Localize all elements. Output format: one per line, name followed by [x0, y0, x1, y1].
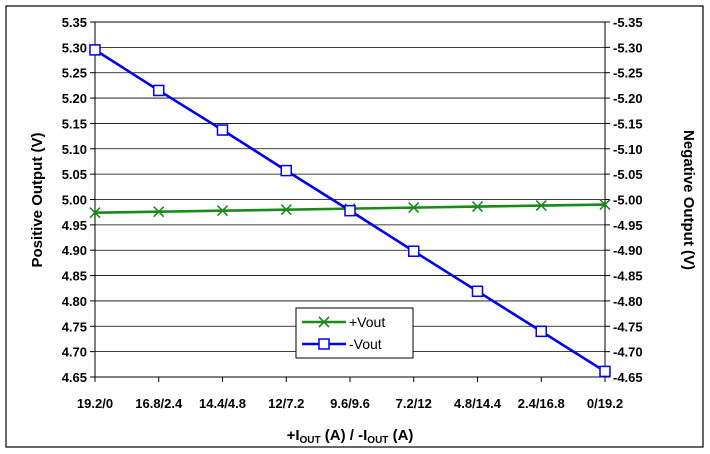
y-tick-label-right: -4.95: [613, 218, 643, 233]
right-axis-ticks: -5.35 -5.30 -5.25 -5.20 -5.15 -5.10 -5.05 -5.00…: [605, 15, 643, 385]
data-point-negative: [471, 285, 484, 298]
x-tick-label: 4.8/14.4: [454, 396, 502, 411]
y-tick-label-left: 5.35: [62, 15, 87, 30]
y-tick-label-right: -5.15: [613, 116, 643, 131]
data-point-positive: [153, 206, 165, 218]
legend-marker: [318, 316, 330, 328]
data-point-negative: [408, 245, 420, 257]
data-point-negative: [89, 44, 101, 56]
x-tick-label: 7.2/12: [396, 396, 432, 411]
x-tick-label: 2.4/16.8: [518, 396, 565, 411]
y-tick-label-right: -5.20: [613, 91, 643, 106]
y-tick-label-left: 4.80: [62, 294, 87, 309]
y-axis-left-label: Positive Output (V): [29, 132, 46, 267]
left-axis-ticks: 5.35 5.30 5.25 5.20 5.15 5.10 5.05 5.00 4.95 4.90…: [62, 15, 95, 385]
legend-label: +Vout: [349, 314, 385, 330]
y-tick-label-right: -5.30: [613, 40, 643, 55]
y-tick-label-right: -4.70: [613, 345, 643, 360]
data-point-negative: [216, 124, 229, 136]
legend-label: -Vout: [349, 336, 382, 352]
y-tick-label-right: -4.65: [613, 370, 643, 385]
data-point-positive: [535, 200, 547, 212]
series-markers: [89, 44, 611, 378]
y-tick-label-right: -4.90: [613, 243, 643, 258]
data-point-positive: [599, 199, 611, 211]
y-tick-label-left: 4.95: [62, 218, 87, 233]
x-axis-label: +IOUT (A) / -IOUT (A): [287, 427, 414, 446]
y-tick-label-left: 5.30: [62, 40, 87, 55]
y-tick-label-left: 5.15: [62, 116, 87, 131]
y-tick-label-right: -5.25: [613, 66, 643, 81]
y-tick-label-right: -4.85: [613, 269, 643, 284]
data-point-positive: [408, 202, 420, 214]
y-tick-label-left: 4.85: [62, 269, 87, 284]
y-tick-label-right: -4.75: [613, 319, 643, 334]
x-tick-label: 12/7.2: [268, 396, 304, 411]
y-tick-label-right: -5.00: [613, 193, 643, 208]
data-point-negative: [535, 325, 547, 338]
x-tick-label: 19.2/0: [77, 396, 113, 411]
legend: +Vout -Vout: [295, 307, 414, 359]
legend-marker: [318, 338, 330, 350]
data-point-positive: [89, 207, 101, 219]
x-axis-ticks: 19.2/0 16.8/2.4 14.4/4.8 12/7.2 9.6/9.6 7.2/1…: [77, 377, 623, 411]
data-point-positive: [471, 201, 484, 213]
x-tick-label: 0/19.2: [587, 396, 623, 411]
y-tick-label-left: 4.90: [62, 243, 87, 258]
y-tick-label-right: -4.80: [613, 294, 643, 309]
x-tick-label: 14.4/4.8: [199, 396, 246, 411]
y-axis-right-label: Negative Output (V): [680, 130, 697, 270]
data-point-positive: [280, 204, 292, 216]
y-tick-label-left: 5.05: [62, 167, 87, 182]
y-tick-label-left: 5.20: [62, 91, 87, 106]
legend-box: [295, 307, 414, 359]
x-tick-label: 9.6/9.6: [330, 396, 370, 411]
data-point-negative: [344, 204, 356, 217]
data-point-negative: [280, 164, 292, 177]
y-tick-label-right: -5.05: [613, 167, 643, 182]
data-point-negative: [599, 365, 611, 378]
y-tick-label-left: 4.75: [62, 319, 87, 334]
x-tick-label: 16.8/2.4: [135, 396, 183, 411]
y-tick-label-left: 4.65: [62, 370, 87, 385]
data-point-positive: [216, 205, 229, 217]
data-point-negative: [153, 84, 165, 97]
y-tick-label-left: 5.10: [62, 142, 87, 157]
y-tick-label-left: 5.00: [62, 193, 87, 208]
y-tick-label-left: 5.25: [62, 66, 87, 81]
y-tick-label-right: -5.35: [613, 15, 643, 30]
y-tick-label-left: 4.70: [62, 345, 87, 360]
gridlines: [95, 21, 605, 378]
y-tick-label-right: -5.10: [613, 142, 643, 157]
